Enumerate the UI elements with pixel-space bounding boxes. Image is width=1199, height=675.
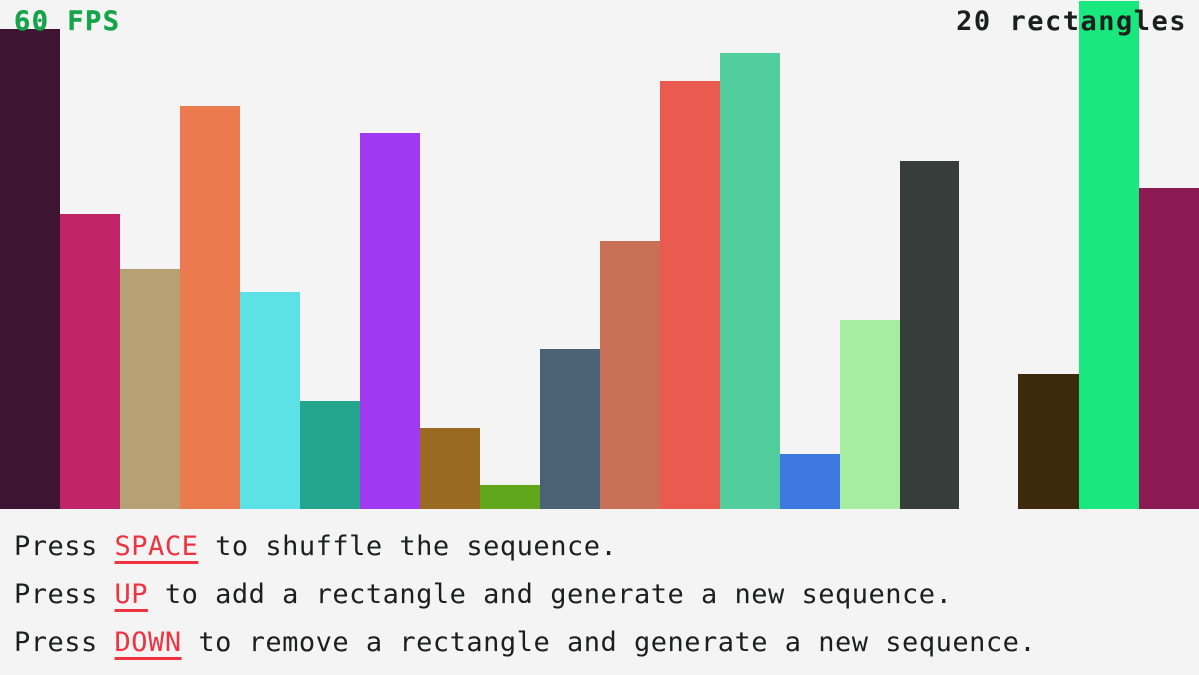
- bar-rectangle: [60, 214, 120, 509]
- instructions-panel: Press SPACE to shuffle the sequence. Pres…: [0, 509, 1199, 675]
- bar-rectangle: [540, 349, 600, 509]
- rectangle-count-label: 20 rectangles: [956, 6, 1187, 37]
- instruction-suffix: to remove a rectangle and generate a new…: [181, 627, 1037, 658]
- bar-rectangle: [900, 161, 959, 509]
- bar-rectangle: [480, 485, 540, 509]
- bar-chart: [0, 1, 1199, 509]
- instruction-line: Press SPACE to shuffle the sequence.: [14, 523, 1199, 571]
- instruction-prefix: Press: [14, 531, 115, 562]
- instruction-suffix: to add a rectangle and generate a new se…: [148, 579, 953, 610]
- instruction-line: Press DOWN to remove a rectangle and gen…: [14, 619, 1199, 667]
- keycap-down[interactable]: DOWN: [114, 627, 182, 658]
- fps-counter: 60 FPS: [14, 6, 121, 37]
- instruction-suffix: to shuffle the sequence.: [198, 531, 618, 562]
- bar-rectangle: [660, 81, 720, 509]
- keycap-up[interactable]: UP: [114, 579, 149, 610]
- keycap-space[interactable]: SPACE: [114, 531, 199, 562]
- bar-rectangle: [1018, 374, 1079, 509]
- bar-rectangle: [420, 428, 480, 509]
- bar-rectangle: [0, 29, 60, 509]
- bar-rectangle: [180, 106, 240, 509]
- bar-rectangle: [300, 401, 360, 509]
- instruction-line: Press UP to add a rectangle and generate…: [14, 571, 1199, 619]
- instruction-prefix: Press: [14, 579, 115, 610]
- bar-rectangle: [360, 133, 420, 509]
- bar-rectangle: [1079, 1, 1139, 509]
- instruction-prefix: Press: [14, 627, 115, 658]
- bar-rectangle: [840, 320, 900, 509]
- bar-rectangle: [780, 454, 840, 509]
- bar-rectangle: [120, 269, 180, 509]
- bar-rectangle: [240, 292, 300, 509]
- bar-rectangle: [720, 53, 780, 509]
- bar-rectangle: [600, 241, 660, 509]
- bar-rectangle: [1139, 188, 1199, 509]
